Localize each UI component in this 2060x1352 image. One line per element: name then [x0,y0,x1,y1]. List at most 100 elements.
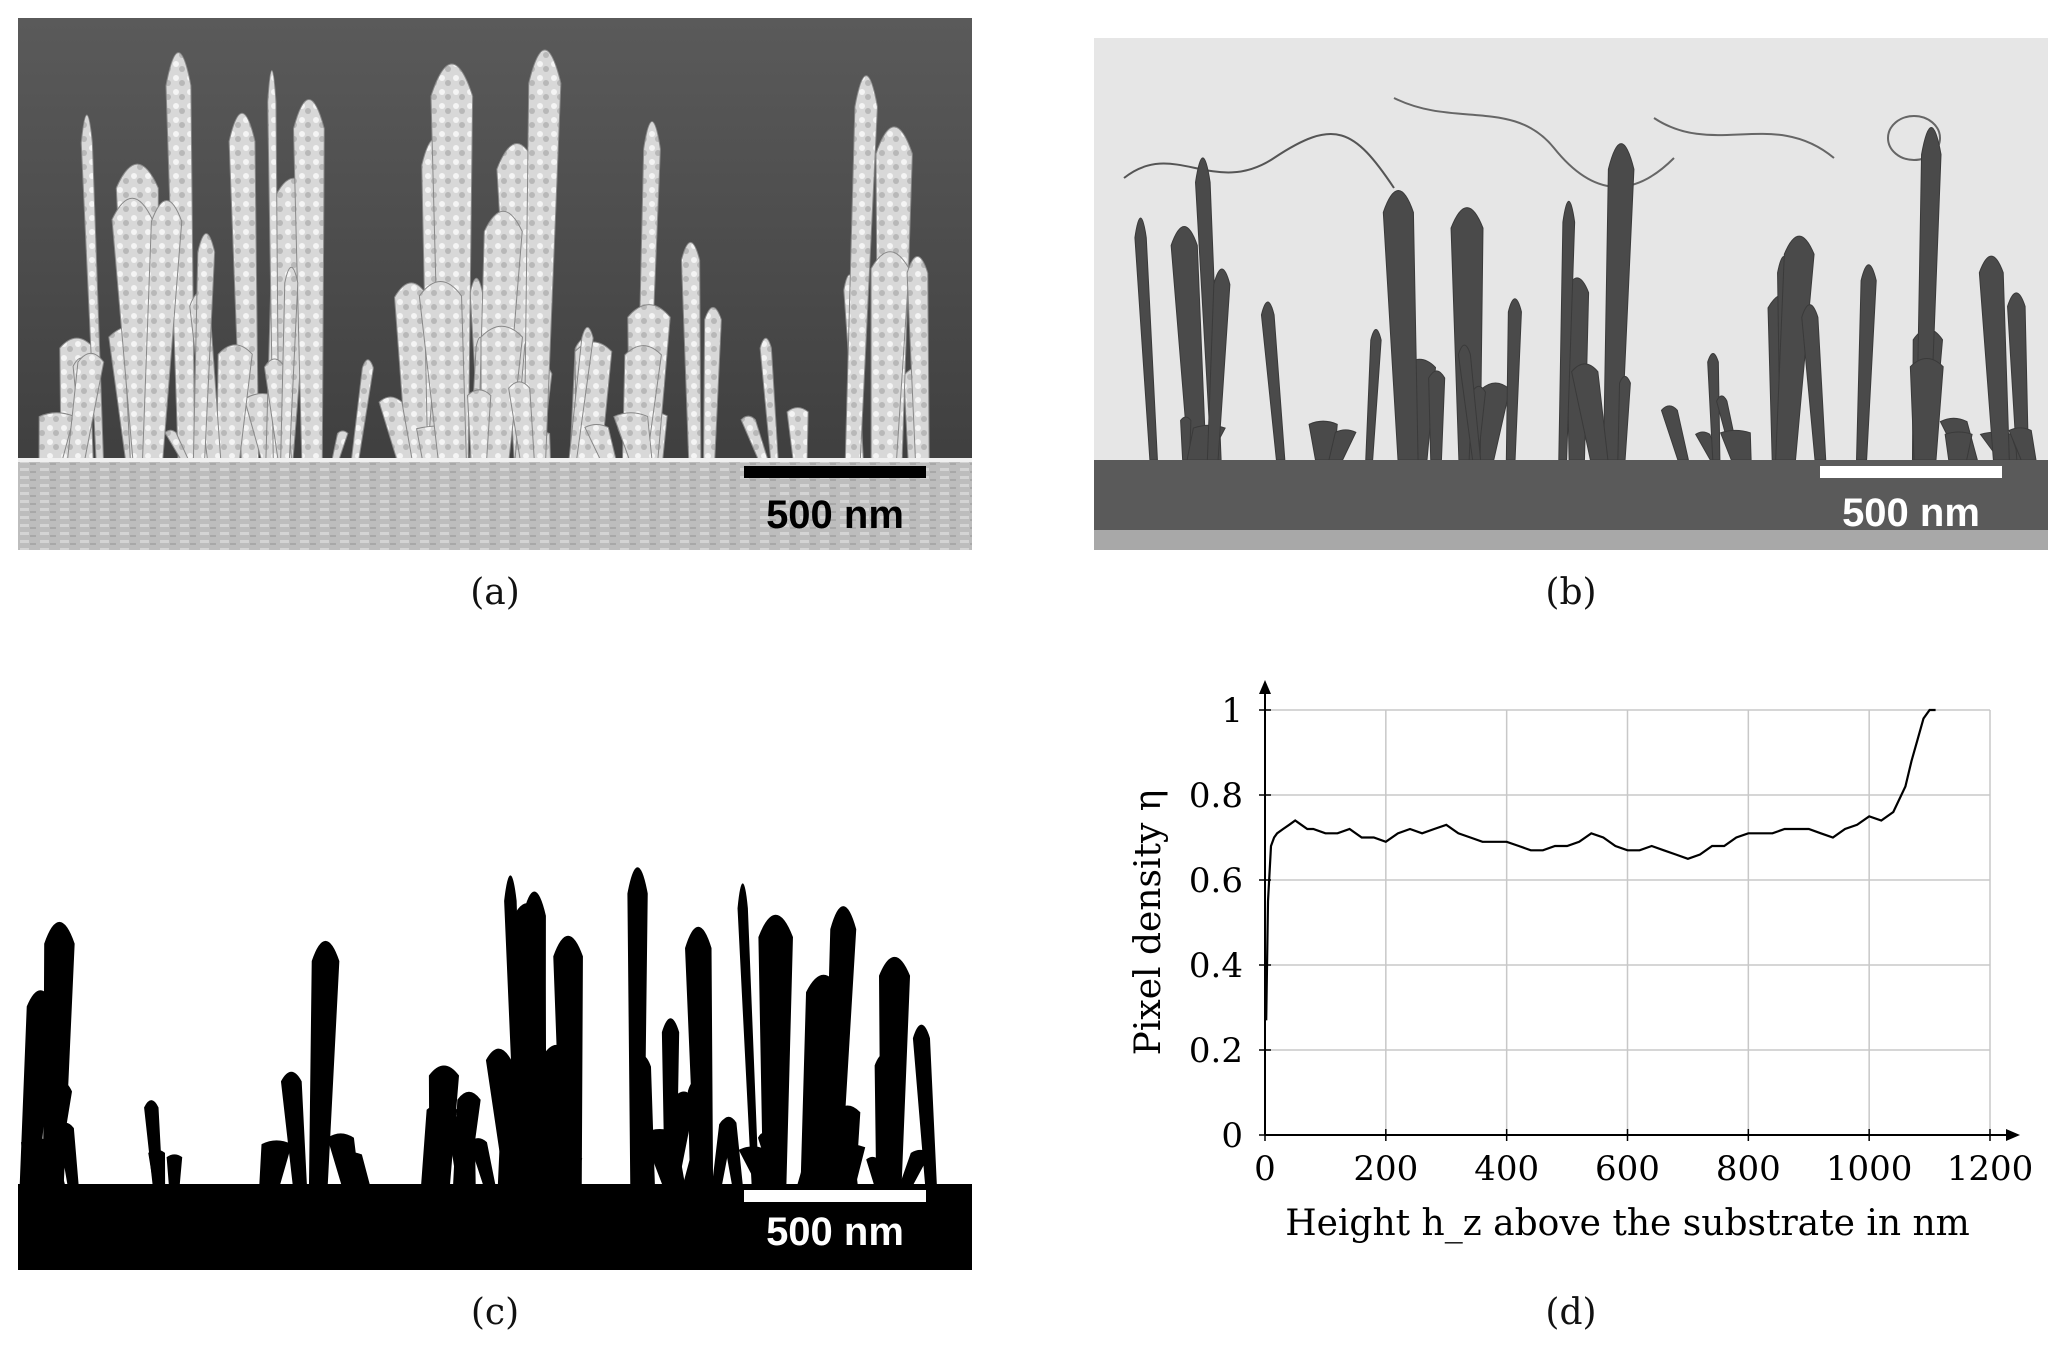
nanocolumn [1382,190,1419,461]
nanocolumn [165,52,196,461]
y-tick-label: 0 [1221,1116,1243,1156]
nanocolumn [1365,329,1382,461]
nanocolumn [1944,431,1973,461]
nanocolumn [467,389,492,461]
nanocolumn [1180,416,1192,461]
nanocolumn [740,415,769,461]
nanocolumn [142,200,183,461]
caption-c: (c) [470,1292,520,1333]
nanocolumn [1571,363,1609,461]
nanocolumn [259,1140,292,1187]
nanocolumn [166,1154,183,1187]
nanocolumn [680,241,702,461]
x-tick-label: 200 [1353,1149,1418,1189]
nanocolumn [148,1149,166,1187]
nanocolumn [912,1024,937,1187]
nanocolumn [823,906,857,1187]
pixel-density-series-line [1265,708,1936,1021]
nanocolumn [758,914,793,1187]
y-tick-label: 1 [1221,691,1243,731]
nanocolumn [834,1105,861,1187]
nanocolumn [333,1151,371,1187]
y-axis-arrow [1259,680,1271,694]
nanocolumn [192,233,216,461]
nanocolumn [800,974,842,1187]
nanocolumn [844,75,878,461]
nanocolumn [1428,370,1446,461]
chart-ticks: 0 200 400 600 800 1000 1200 0 0.2 0.4 0.6 0.8 1 [1189,691,2033,1189]
sem-image-b: 500 nm [1094,38,2048,550]
nanocolumn [703,306,722,461]
nanocolumn [685,926,714,1187]
nanocolumn [1775,235,1815,461]
nanocolumn [906,255,930,461]
panel-c-binary-image: 500 nm [18,790,972,1270]
nanocolumn [1602,143,1635,461]
caption-d: (d) [1545,1292,1597,1333]
nanocolumn [1707,352,1721,461]
x-tick-label: 400 [1474,1149,1539,1189]
nanocolumn [331,430,349,461]
nanocolumn [1260,301,1286,461]
nanocolumn [522,891,546,1187]
y-tick-label: 0.6 [1189,861,1243,901]
nanocolumn [308,941,340,1187]
nanocolumn [418,281,467,461]
y-tick-label: 0.2 [1189,1031,1243,1071]
nanocolumn [378,396,413,461]
caption-a: (a) [470,572,520,613]
nanocolumn [508,381,535,461]
nanocolumn [350,359,374,461]
pixel-density-chart: 0 200 400 600 800 1000 1200 0 0.2 0.4 0.6 0.8 1 Heig… [1128,680,2033,1244]
nanocolumn [682,1156,704,1187]
nanocolumn [874,1054,892,1187]
nanocolumn [1328,429,1357,461]
nanocolumn [1134,217,1158,461]
nanocolumn [280,266,299,461]
x-axis-label: Height h_z above the substrate in nm [1285,1203,1970,1244]
x-tick-label: 800 [1716,1149,1781,1189]
sem-image-a: 500 nm [18,18,972,550]
nanocolumn [1206,268,1231,461]
panel-a-sem-image: 500 nm [18,18,972,550]
nanocolumn [542,1044,571,1187]
scale-bar-label-b: 500 nm [1842,491,1980,535]
nanocolumn [2007,292,2029,461]
scale-bar-label-c: 500 nm [766,1210,904,1254]
x-tick-label: 0 [1254,1149,1276,1189]
nanocolumn [1617,375,1631,461]
nanocolumn [1457,344,1482,461]
y-tick-label: 0.8 [1189,776,1243,816]
nanocolumn [66,352,105,461]
chart-grid [1264,709,1991,1136]
nanocolumn [1660,405,1690,461]
nanocolumn [786,407,809,461]
panel-b-tem-image: 500 nm [1094,38,2048,550]
nanocolumn [2008,427,2037,461]
y-tick-label: 0.4 [1189,946,1243,986]
binary-image-c: 500 nm [18,790,972,1270]
nanocolumn [228,112,260,461]
nanocolumn [720,1116,743,1187]
chart-axes [1259,680,2020,1141]
nanocolumn [737,883,759,1187]
scale-bar-label-a: 500 nm [766,493,904,537]
nanocolumn [1558,200,1576,461]
nanocolumn [428,1065,460,1187]
nanocolumn [613,412,653,461]
caption-b: (b) [1545,572,1597,613]
nanocolumn [480,325,524,461]
x-tick-label: 1000 [1826,1149,1913,1189]
nanocolumn [216,344,253,461]
nanocolumn [523,49,562,461]
nanocolumn [634,1055,655,1187]
nanocolumn [759,337,779,461]
nanocolumn [584,424,617,461]
nanocolumn [899,1149,931,1187]
x-axis-arrow [2006,1129,2020,1141]
nanocolumn [568,326,594,461]
nanocolumn [1719,429,1752,461]
nanocolumn [1170,225,1207,461]
nanocolumn [1801,304,1827,461]
nanocolumn [1856,264,1877,461]
